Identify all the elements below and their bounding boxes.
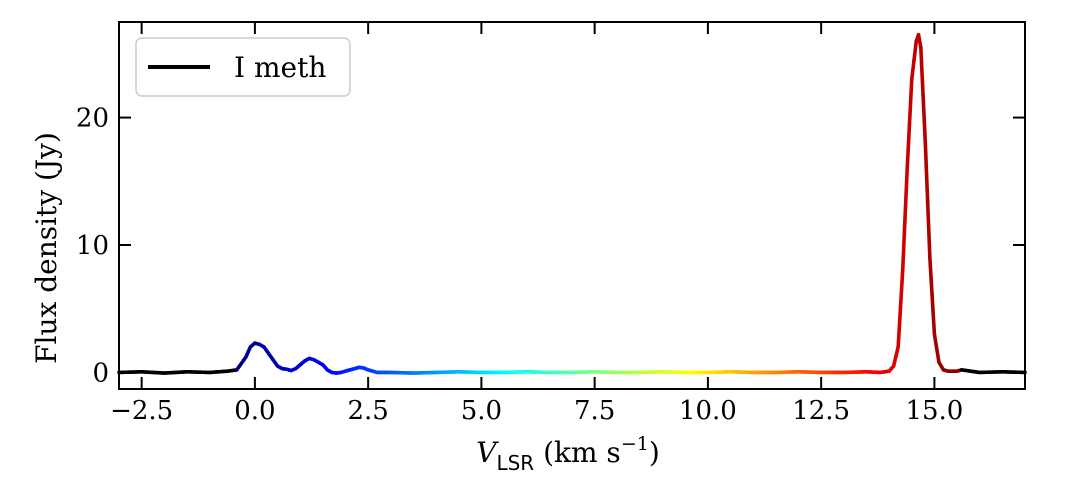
x-tick-label: 5.0 <box>461 396 502 426</box>
x-tick-label: −2.5 <box>110 396 173 426</box>
x-axis-label: VLSR (km s−1) <box>476 433 660 475</box>
spectrum-line-segment <box>900 217 907 273</box>
spectrum-line-segment <box>907 77 914 126</box>
spectrum-line-segment <box>903 166 910 222</box>
legend-label: I meth <box>234 51 326 84</box>
y-axis-label: Flux density (Jy) <box>30 132 63 364</box>
x-tick-label: 7.5 <box>574 396 615 426</box>
spectrum-line-segment <box>916 32 923 50</box>
spectrum-line-segment <box>930 294 937 337</box>
x-tick-label: 10.0 <box>679 396 737 426</box>
spectrum-line-segment <box>909 58 916 82</box>
x-tick-label: 0.0 <box>234 396 275 426</box>
axis-ticks: −2.5 0.0 2.5 5.0 7.5 10.0 12.5 15.0 0 10 20 <box>76 22 1025 426</box>
spectrum-line-segment <box>919 45 925 98</box>
y-tick-label: 10 <box>76 231 109 261</box>
spectrum-line-segment <box>921 93 928 145</box>
x-tick-label: 2.5 <box>347 396 388 426</box>
legend-box <box>135 37 351 97</box>
x-axis-unit-exponent: −1 <box>621 433 649 455</box>
spectrum-line-segment <box>932 332 939 351</box>
spectrum-line-segment <box>912 39 919 63</box>
plot-frame <box>118 21 1026 390</box>
spectrum-line-segment <box>896 306 903 349</box>
x-axis-subscript: LSR <box>496 451 534 475</box>
y-tick-label: 0 <box>92 358 109 388</box>
spectrum-line-segment <box>923 141 930 203</box>
y-axis-title: Flux density (Jy) <box>30 132 63 364</box>
spectrum-line-segment <box>898 268 905 311</box>
legend: I meth <box>135 37 351 97</box>
spectrum-line-segment <box>925 198 932 260</box>
x-tick-label: 15.0 <box>905 396 963 426</box>
x-axis-symbol: V <box>476 436 499 469</box>
y-tick-label: 20 <box>76 104 109 134</box>
spectrum-line <box>117 32 1027 375</box>
spectrum-line-segment <box>905 122 912 171</box>
spectrum-line-segment <box>928 255 934 298</box>
x-tick-label: 12.5 <box>792 396 850 426</box>
spectrum-line-segment <box>934 346 941 365</box>
x-axis-unit: (km s <box>534 436 621 469</box>
x-axis-unit-close: ) <box>649 436 660 469</box>
